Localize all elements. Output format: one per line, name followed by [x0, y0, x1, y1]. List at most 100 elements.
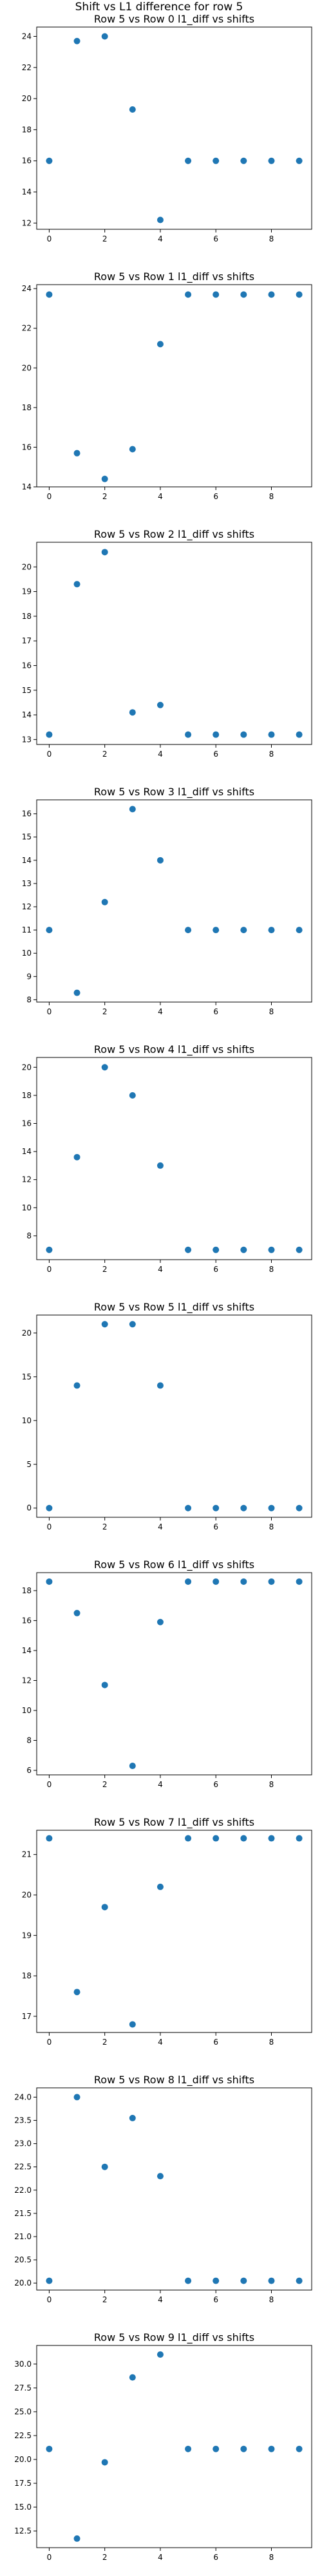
data-point — [129, 106, 136, 113]
plot-frame — [36, 2345, 312, 2548]
y-tick-label: 20.0 — [14, 2455, 32, 2464]
y-tick-label: 8 — [26, 1736, 32, 1745]
data-point — [240, 2445, 247, 2452]
y-tick-label: 12 — [22, 218, 32, 227]
data-point — [213, 157, 220, 164]
y-tick-label: 14 — [22, 482, 32, 491]
x-tick-label: 0 — [47, 2553, 52, 2562]
y-tick-label: 14 — [22, 856, 32, 865]
data-point — [101, 1064, 108, 1071]
y-tick-label: 18 — [22, 1971, 32, 1980]
data-point — [185, 927, 192, 934]
data-point — [268, 1835, 275, 1842]
x-tick-label: 0 — [47, 2038, 52, 2047]
x-tick-label: 6 — [213, 234, 218, 243]
data-point — [101, 33, 108, 40]
y-tick-label: 19 — [22, 1931, 32, 1940]
data-point — [101, 1681, 108, 1689]
data-point — [73, 1989, 80, 1996]
x-tick-label: 2 — [102, 1780, 108, 1789]
x-tick-label: 2 — [102, 2295, 108, 2304]
data-point — [46, 731, 53, 738]
y-tick-label: 12 — [22, 1175, 32, 1184]
chart-title: Row 5 vs Row 4 l1_diff vs shifts — [94, 1043, 254, 1056]
y-tick-label: 20 — [22, 363, 32, 372]
data-point — [268, 291, 275, 298]
y-tick-label: 19 — [22, 587, 32, 596]
data-point — [213, 2277, 220, 2284]
data-point — [101, 549, 108, 556]
data-point — [240, 1246, 247, 1253]
y-tick-label: 20 — [22, 1890, 32, 1899]
data-point — [296, 1835, 303, 1842]
chart-title: Row 5 vs Row 9 l1_diff vs shifts — [94, 2331, 254, 2344]
data-point — [185, 1835, 192, 1842]
data-point — [268, 927, 275, 934]
x-tick-label: 6 — [213, 2553, 218, 2562]
plot-frame — [36, 2087, 312, 2291]
y-tick-label: 13 — [22, 735, 32, 744]
y-tick-label: 11 — [22, 925, 32, 934]
x-tick-label: 4 — [158, 492, 163, 501]
data-point — [296, 2277, 303, 2284]
y-tick-label: 17.5 — [14, 2479, 32, 2488]
plot-frame — [36, 1572, 312, 1776]
data-point — [296, 927, 303, 934]
data-point — [46, 1578, 53, 1585]
data-point — [156, 1382, 164, 1389]
x-tick-label: 6 — [213, 1522, 218, 1531]
data-point — [129, 1092, 136, 1099]
data-point — [46, 1835, 53, 1842]
y-tick-label: 8 — [26, 1231, 32, 1240]
x-tick-label: 4 — [158, 750, 163, 759]
data-point — [73, 37, 80, 44]
y-tick-label: 24 — [22, 32, 32, 41]
y-tick-label: 22 — [22, 324, 32, 333]
x-tick-label: 6 — [213, 492, 218, 501]
x-tick-label: 4 — [158, 234, 163, 243]
data-point — [213, 2445, 220, 2452]
data-point — [156, 1618, 164, 1625]
y-tick-label: 14 — [22, 1147, 32, 1156]
y-tick-label: 20 — [22, 94, 32, 103]
y-tick-label: 15.0 — [14, 2503, 32, 2512]
data-point — [73, 1153, 80, 1160]
data-point — [46, 2445, 53, 2452]
data-point — [73, 450, 80, 457]
y-tick-label: 21.5 — [14, 2209, 32, 2218]
y-tick-label: 16 — [22, 661, 32, 670]
x-tick-label: 8 — [269, 2553, 274, 2562]
y-tick-label: 5 — [26, 1460, 32, 1469]
data-point — [46, 1504, 53, 1511]
data-point — [129, 2114, 136, 2121]
y-tick-label: 20 — [22, 562, 32, 571]
x-tick-label: 8 — [269, 1265, 274, 1274]
x-tick-label: 8 — [269, 1522, 274, 1531]
y-tick-label: 21 — [22, 1850, 32, 1859]
chart-panel-5: Row 5 vs Row 5 l1_diff vs shifts 0 2 4 6 8 0 5 1… — [22, 1301, 312, 1531]
y-tick-label: 23.0 — [14, 2139, 32, 2148]
data-point — [129, 1763, 136, 1770]
data-point — [46, 291, 53, 298]
x-tick-label: 8 — [269, 234, 274, 243]
data-point — [156, 2351, 164, 2358]
data-point — [240, 291, 247, 298]
y-tick-label: 15 — [22, 686, 32, 695]
data-point — [213, 731, 220, 738]
data-point — [240, 1504, 247, 1511]
x-tick-label: 0 — [47, 1522, 52, 1531]
data-point — [296, 291, 303, 298]
data-point — [213, 1578, 220, 1585]
data-point — [101, 475, 108, 482]
data-point — [296, 1504, 303, 1511]
y-tick-label: 24 — [22, 284, 32, 293]
y-tick-label: 13 — [22, 879, 32, 888]
y-tick-label: 12.5 — [14, 2526, 32, 2535]
y-tick-label: 22.5 — [14, 2431, 32, 2440]
x-tick-label: 0 — [47, 1007, 52, 1016]
data-point — [129, 1321, 136, 1328]
data-point — [185, 291, 192, 298]
data-point — [213, 927, 220, 934]
